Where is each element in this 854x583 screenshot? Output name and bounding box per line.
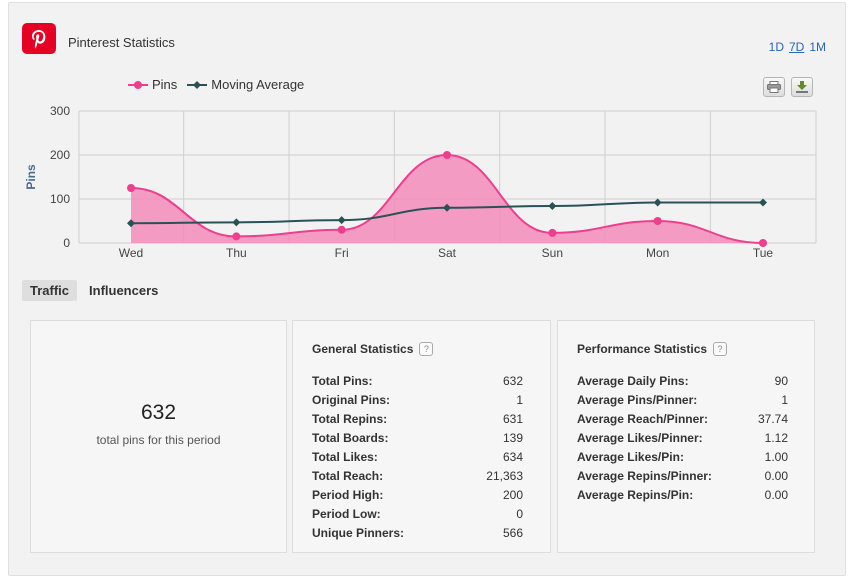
stat-value: 1.00 xyxy=(764,450,788,464)
stat-value: 632 xyxy=(502,374,523,388)
general-statistics-card: General Statistics ? Total Pins: 632 Origi… xyxy=(292,320,551,553)
stat-value: 200 xyxy=(502,488,523,502)
y-tick-label: 0 xyxy=(63,236,70,250)
stat-value: 0.00 xyxy=(764,469,788,483)
stat-value: 566 xyxy=(502,526,523,540)
stat-label: Average Repins/Pinner: xyxy=(577,469,712,483)
moving-average-point[interactable] xyxy=(548,202,557,211)
stat-value: 1 xyxy=(516,393,523,407)
x-tick-label: Sun xyxy=(542,246,563,260)
stat-value: 631 xyxy=(502,412,523,426)
date-range-selector: 1D 7D 1M xyxy=(769,40,826,54)
stat-label: Average Repins/Pin: xyxy=(577,488,694,502)
legend-label-pins: Pins xyxy=(152,77,178,92)
app-title: Pinterest Statistics xyxy=(68,35,175,50)
range-7d-link[interactable]: 7D xyxy=(788,40,805,54)
stat-value: 0 xyxy=(516,507,523,521)
x-tick-label: Sat xyxy=(438,246,457,260)
total-pins-caption: total pins for this period xyxy=(96,433,221,447)
legend-item-pins[interactable]: Pins xyxy=(128,77,177,92)
help-icon[interactable]: ? xyxy=(713,342,728,356)
moving-average-point[interactable] xyxy=(653,198,662,207)
stat-label: Average Pins/Pinner: xyxy=(577,393,698,407)
stat-label: Average Likes/Pinner: xyxy=(577,431,703,445)
general-statistics-title-text: General Statistics xyxy=(312,342,414,356)
tab-traffic[interactable]: Traffic xyxy=(22,280,78,301)
legend-item-moving-average[interactable]: Moving Average xyxy=(187,77,304,92)
legend-label-moving-average: Moving Average xyxy=(211,77,305,92)
pins-chart: 0 100 200 300 Wed Thu Fri Sat Sun Mon Tue Pins xyxy=(24,104,817,260)
stat-label: Total Repins: xyxy=(312,412,388,426)
y-axis-title: Pins xyxy=(24,164,38,190)
download-icon xyxy=(796,81,808,93)
x-tick-label: Fri xyxy=(335,246,349,260)
x-tick-label: Thu xyxy=(226,246,247,260)
total-pins-card: 632 total pins for this period xyxy=(30,320,287,553)
tab-influencers[interactable]: Influencers xyxy=(89,283,159,298)
performance-statistics-title-text: Performance Statistics xyxy=(577,342,708,356)
range-1m-link[interactable]: 1M xyxy=(809,40,826,54)
print-button[interactable] xyxy=(763,77,785,97)
stat-label: Total Boards: xyxy=(312,431,389,445)
stats-tabs: Traffic Influencers xyxy=(22,280,166,301)
pins-point[interactable] xyxy=(337,225,346,234)
general-statistics-title: General Statistics ? xyxy=(312,342,434,356)
stat-label: Average Likes/Pin: xyxy=(577,450,684,464)
pins-area xyxy=(131,155,763,243)
stat-label: Average Daily Pins: xyxy=(577,374,689,388)
stat-label: Average Reach/Pinner: xyxy=(577,412,708,426)
performance-statistics-card: Performance Statistics ? Average Daily P… xyxy=(557,320,815,553)
moving-average-point[interactable] xyxy=(759,198,767,207)
range-1d-link[interactable]: 1D xyxy=(768,40,784,54)
x-tick-label: Mon xyxy=(646,246,669,260)
moving-average-point[interactable] xyxy=(337,216,346,225)
total-pins-value: 632 xyxy=(140,401,177,424)
pins-point[interactable] xyxy=(232,232,241,241)
download-button[interactable] xyxy=(791,77,813,97)
stat-value: 0.00 xyxy=(764,488,788,502)
moving-average-series-marker-icon xyxy=(187,80,208,89)
pinterest-logo-icon xyxy=(22,23,56,54)
stat-label: Unique Pinners: xyxy=(312,526,405,540)
y-tick-label: 300 xyxy=(50,104,70,118)
pins-series-marker-icon xyxy=(128,80,148,89)
pins-point[interactable] xyxy=(443,151,451,159)
stat-label: Total Reach: xyxy=(312,469,384,483)
stat-value: 21,363 xyxy=(486,469,523,483)
stat-value: 1 xyxy=(781,393,788,407)
help-icon[interactable]: ? xyxy=(419,342,434,356)
stat-value: 139 xyxy=(502,431,523,445)
pins-point[interactable] xyxy=(759,239,767,247)
stat-value: 90 xyxy=(774,374,788,388)
stat-label: Period High: xyxy=(312,488,384,502)
stat-value: 634 xyxy=(502,450,523,464)
stat-label: Total Likes: xyxy=(312,450,378,464)
chart-legend: Pins Moving Average xyxy=(128,77,304,92)
stat-label: Original Pins: xyxy=(312,393,391,407)
pins-point[interactable] xyxy=(653,217,662,225)
moving-average-point[interactable] xyxy=(232,218,241,227)
stat-value: 1.12 xyxy=(764,431,788,445)
stat-label: Total Pins: xyxy=(312,374,373,388)
x-tick-label: Tue xyxy=(753,246,774,260)
print-icon xyxy=(767,81,781,93)
moving-average-point[interactable] xyxy=(443,203,451,212)
y-tick-label: 100 xyxy=(50,192,70,206)
performance-statistics-title: Performance Statistics ? xyxy=(577,342,728,356)
moving-average-point[interactable] xyxy=(127,219,135,228)
x-tick-label: Wed xyxy=(119,246,143,260)
y-tick-label: 200 xyxy=(50,148,70,162)
pins-point[interactable] xyxy=(548,228,557,237)
pins-point[interactable] xyxy=(127,184,135,192)
stat-value: 37.74 xyxy=(757,412,788,426)
stat-label: Period Low: xyxy=(312,507,381,521)
